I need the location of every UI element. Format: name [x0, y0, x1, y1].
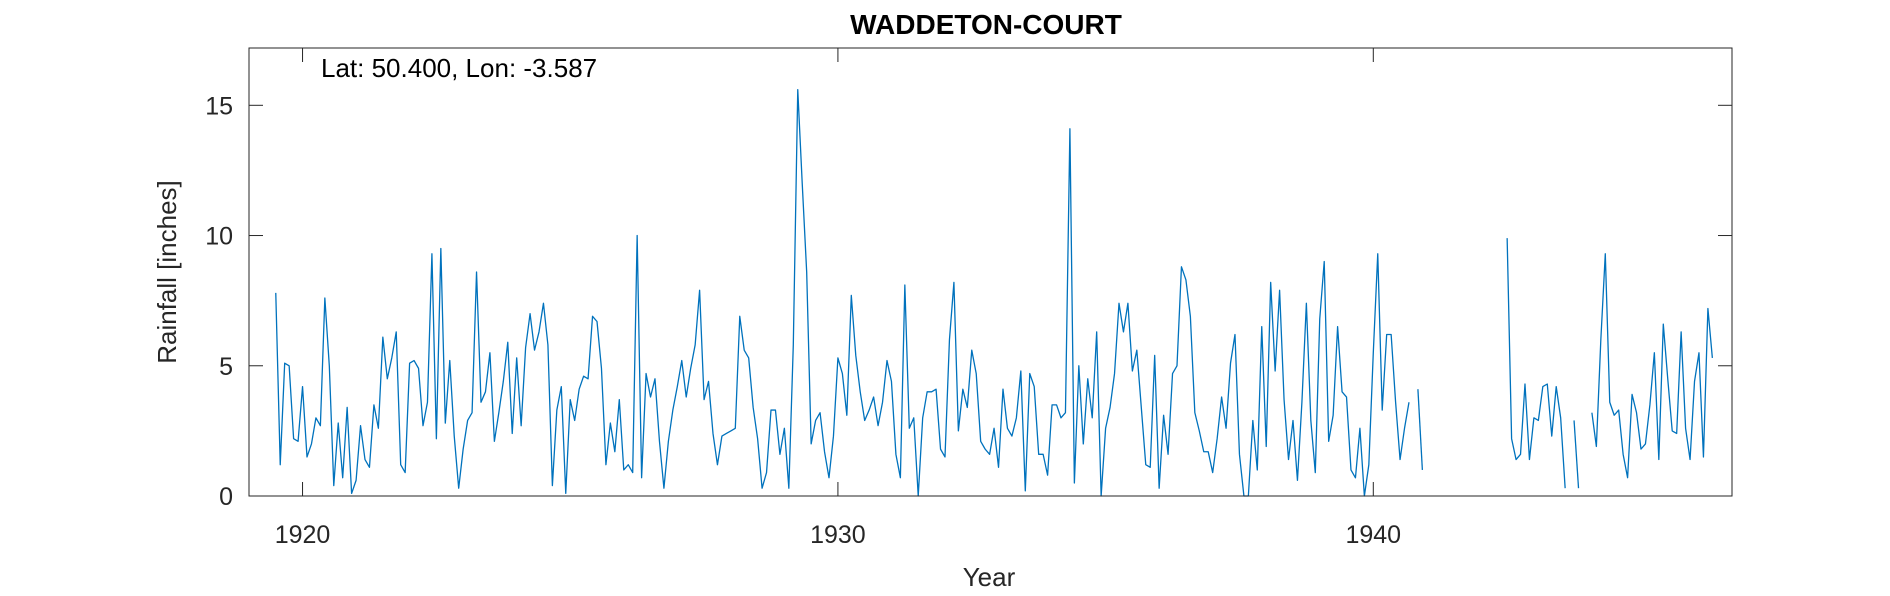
y-tick-label: 15 [205, 92, 233, 120]
y-axis-label: Rainfall [inches] [152, 180, 182, 364]
axes-box [248, 47, 1733, 497]
y-tick-label: 5 [219, 353, 233, 381]
chart-title: WADDETON-COURT [850, 9, 1122, 40]
series-line-segment-5 [1591, 253, 1714, 479]
series-line-segment-4 [1573, 420, 1580, 489]
y-tick-label: 0 [219, 483, 233, 511]
series-line-segment-3 [1506, 238, 1566, 489]
x-tick-label: 1940 [1345, 521, 1401, 549]
x-axis-label: Year [963, 562, 1016, 591]
location-annotation: Lat: 50.400, Lon: -3.587 [321, 53, 597, 83]
series-layer [275, 89, 1714, 497]
series-1 [275, 89, 1714, 497]
plot-area [249, 48, 1732, 496]
y-tick-label: 10 [205, 223, 233, 251]
series-line-segment-1 [275, 89, 1410, 497]
series-line-segment-2 [1417, 389, 1424, 470]
x-tick-label: 1930 [810, 521, 866, 549]
x-tick-label: 1920 [275, 521, 331, 549]
axis-layer: 0 5 10 15 1920 1930 1940 [205, 47, 1733, 549]
